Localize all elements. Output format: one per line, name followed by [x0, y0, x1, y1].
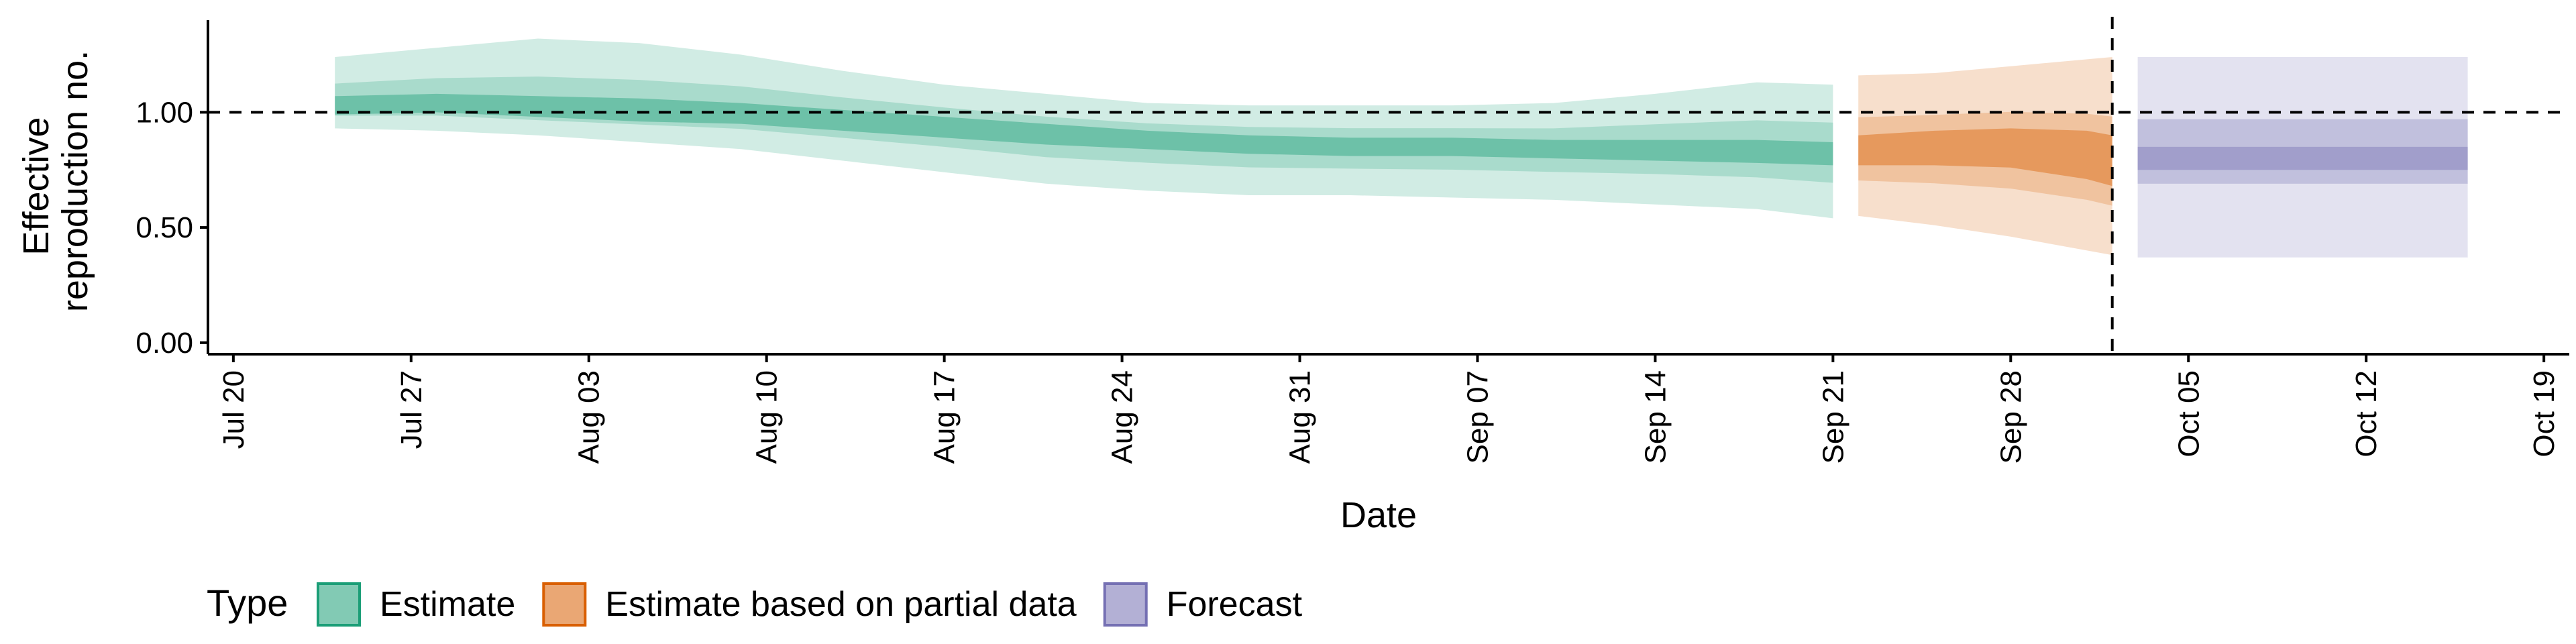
- x-tick-label-2020-09-14: Sep 14: [1639, 370, 1672, 464]
- x-tick-label-2020-09-07: Sep 07: [1461, 370, 1494, 464]
- band-50-estimate-based-on-partial-data: [1858, 128, 2112, 186]
- x-tick-label-2020-10-05: Oct 05: [2172, 370, 2205, 458]
- legend: Type Estimate Estimate based on partial da…: [207, 582, 1303, 627]
- x-tick-label-2020-08-17: Aug 17: [928, 370, 961, 464]
- band-90-estimate-based-on-partial-data: [1858, 57, 2112, 256]
- axes: 0.00 0.50 1.00 Jul 20 Jul 27 Aug 03 Aug 10 Aug …: [136, 20, 2569, 464]
- legend-label-forecast: Forecast: [1167, 585, 1303, 624]
- y-tick-label-1.00: 1.00: [136, 96, 193, 129]
- legend-label-estimate: Estimate: [380, 585, 515, 624]
- series-estimate-based-on-partial-data: [1858, 57, 2112, 256]
- legend-title: Type: [207, 582, 288, 624]
- x-tick-label-2020-07-20: Jul 20: [217, 370, 250, 449]
- x-tick-label-2020-08-10: Aug 10: [751, 370, 784, 464]
- x-tick-label-2020-10-19: Oct 19: [2528, 370, 2561, 458]
- x-tick-label-2020-08-24: Aug 24: [1106, 370, 1139, 464]
- legend-swatch-forecast: [1103, 582, 1148, 627]
- legend-label-estimate-based-on-partial-data: Estimate based on partial data: [605, 585, 1077, 624]
- x-tick-label-2020-08-31: Aug 31: [1284, 370, 1317, 464]
- legend-swatch-estimate: [317, 582, 361, 627]
- x-tick-label-2020-08-03: Aug 03: [573, 370, 606, 464]
- band-50-forecast: [2137, 146, 2468, 170]
- plot-area: [208, 17, 2569, 354]
- x-tick-label-2020-09-21: Sep 21: [1817, 370, 1849, 464]
- band-90-estimate: [335, 38, 1833, 219]
- x-tick-label-2020-09-28: Sep 28: [1994, 370, 2027, 464]
- y-axis-title-line-2: reproduction no.: [55, 50, 95, 312]
- series-forecast: [2137, 57, 2468, 258]
- x-tick-label-2020-07-27: Jul 27: [395, 370, 428, 449]
- y-axis-title-line-1: Effective: [16, 117, 56, 255]
- y-axis-title: Effective reproduction no.: [16, 50, 95, 312]
- band-mid-estimate-based-on-partial-data: [1858, 111, 2112, 206]
- x-axis-title: Date: [1340, 495, 1417, 535]
- band-mid-forecast: [2137, 119, 2468, 184]
- band-mid-estimate: [335, 76, 1833, 183]
- legend-swatch-estimate-based-on-partial-data: [542, 582, 587, 627]
- series-estimate: [335, 38, 1833, 219]
- band-90-forecast: [2137, 57, 2468, 258]
- x-tick-label-2020-10-12: Oct 12: [2350, 370, 2383, 458]
- y-tick-label-0.00: 0.00: [136, 327, 193, 360]
- y-tick-label-0.50: 0.50: [136, 211, 193, 244]
